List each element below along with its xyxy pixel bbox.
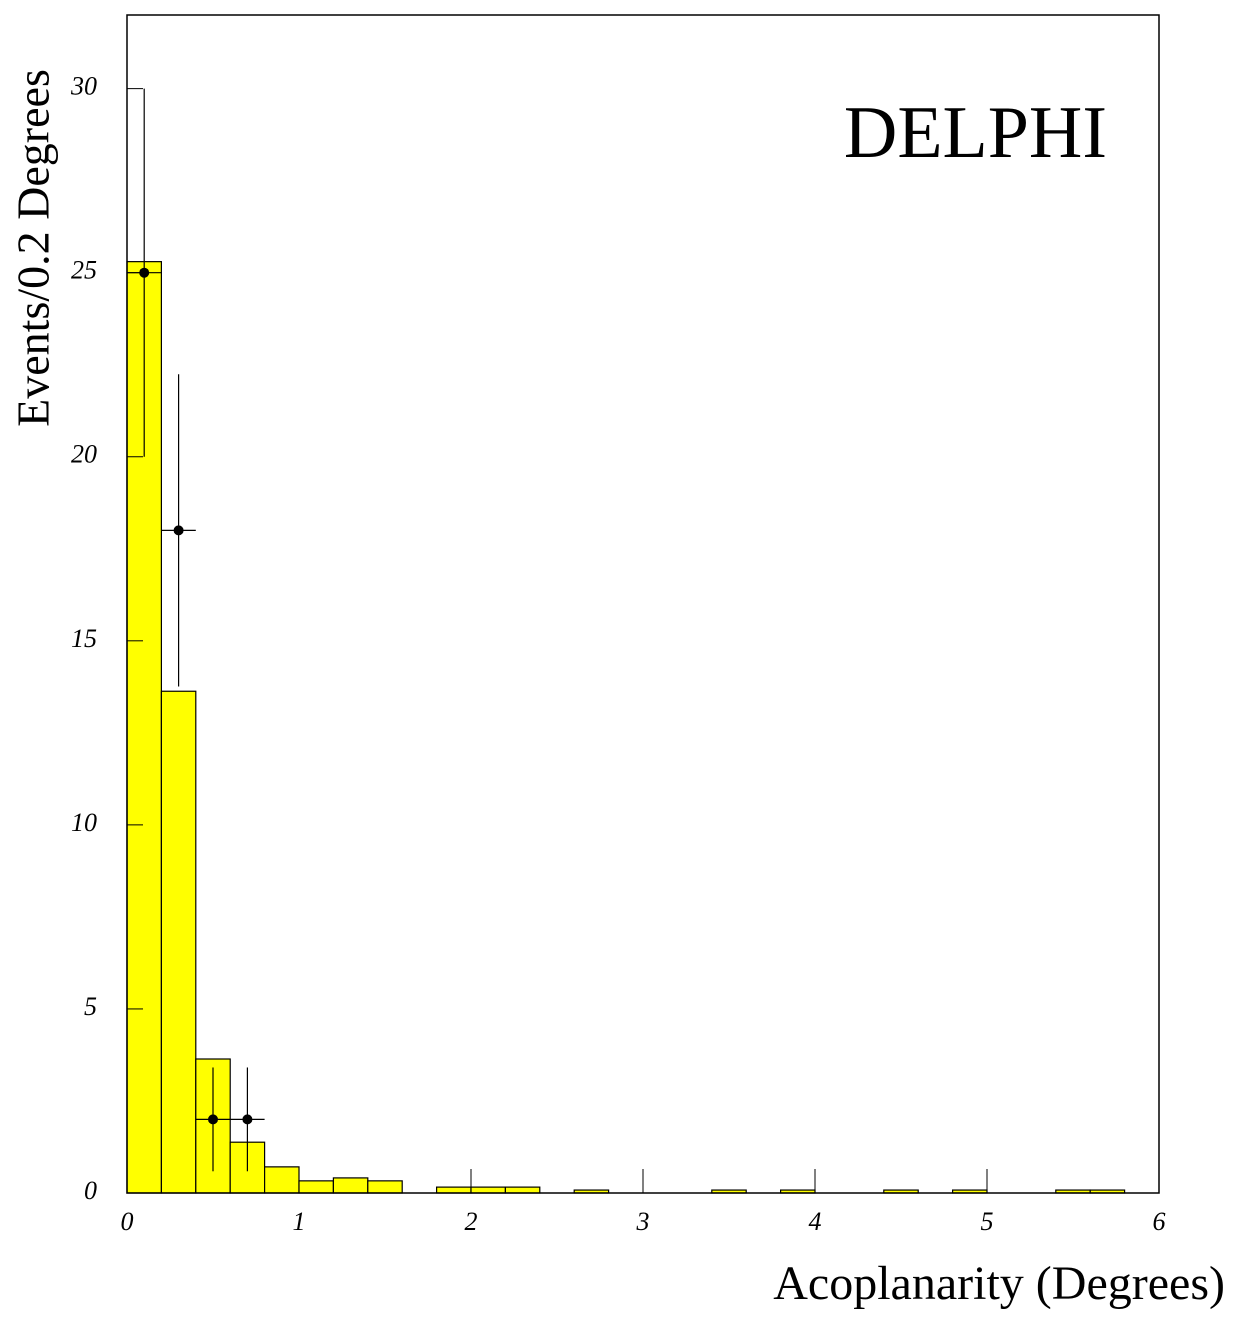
y-tick-label: 20 [71, 440, 97, 469]
data-point [139, 267, 150, 278]
data-point [242, 1114, 253, 1125]
histogram-bar [332, 1177, 369, 1194]
histogram-bar [504, 1186, 541, 1194]
x-axis-label: Acoplanarity (Degrees) [773, 1257, 1225, 1310]
y-tick-label: 30 [70, 72, 97, 101]
x-tick-label: 0 [121, 1207, 134, 1236]
plot-frame [126, 14, 1160, 1194]
histogram-bar [367, 1180, 403, 1194]
y-tick-label: 5 [84, 992, 97, 1021]
x-tick-label: 5 [981, 1207, 994, 1236]
histogram-bar [264, 1166, 300, 1194]
histogram-bar [470, 1186, 507, 1194]
x-tick-label: 3 [636, 1207, 650, 1236]
data-point [208, 1114, 218, 1125]
y-tick-label: 10 [71, 808, 97, 837]
y-axis-label: Events/0.2 Degrees [8, 69, 59, 427]
histogram-bar [436, 1186, 472, 1194]
y-tick-label: 25 [71, 256, 97, 285]
annotation: DELPHI [844, 92, 1107, 174]
x-tick-label: 1 [293, 1207, 306, 1236]
x-tick-label: 2 [465, 1207, 478, 1236]
y-tick-label: 0 [84, 1176, 97, 1205]
x-tick-label: 6 [1153, 1207, 1166, 1236]
x-tick-label: 4 [809, 1207, 822, 1236]
y-tick-label: 15 [71, 624, 97, 653]
histogram-bar [160, 690, 197, 1194]
data-point [173, 525, 184, 536]
histogram-bar [298, 1180, 335, 1194]
